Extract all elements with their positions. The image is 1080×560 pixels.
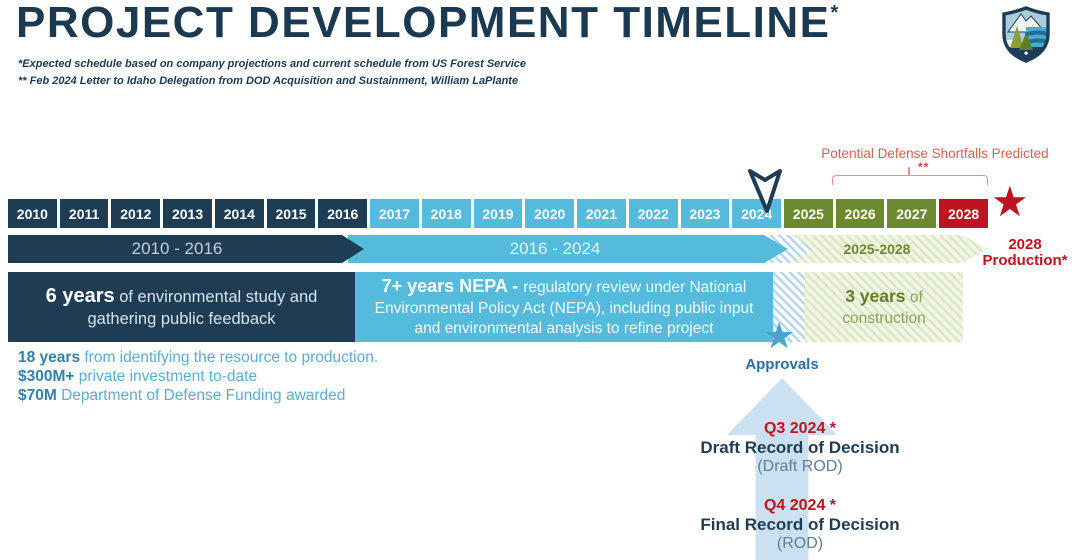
milestone-title: Draft Record of Decision	[700, 438, 900, 457]
year-cell-2028: 2028	[939, 199, 988, 228]
stat-line: $300M+ private investment to-date	[18, 368, 258, 385]
construction-years-bold: 3 years	[845, 286, 906, 307]
milestone-sub: (ROD)	[776, 535, 824, 552]
production-year: 2028	[1008, 236, 1042, 253]
year-cell-2010: 2010	[8, 199, 57, 228]
milestone-sub: (Draft ROD)	[757, 458, 843, 475]
nepa-years-bold: 7+ years NEPA -	[381, 276, 524, 297]
year-cell-2027: 2027	[887, 199, 937, 228]
title-asterisk: *	[830, 2, 840, 24]
nepa-text: regulatory review under National Environ…	[374, 279, 754, 337]
band-2010-2016: 2010 - 2016	[8, 235, 364, 263]
hatched-transition-block	[773, 272, 805, 342]
page-title-text: PROJECT DEVELOPMENT TIMELINE	[16, 0, 831, 47]
band-2025-2028-label: 2025-2028	[843, 241, 911, 257]
production-star-icon: ★	[991, 178, 1029, 225]
construction-text: of construction	[842, 289, 926, 327]
shortfalls-bracket	[832, 175, 988, 185]
year-cell-2022: 2022	[628, 199, 678, 228]
nepa-review-block: 7+ years NEPA - regulatory review under …	[355, 272, 773, 342]
year-cell-2012: 2012	[111, 199, 161, 228]
milestone: Q3 2024 * Draft Record of Decision (Draft …	[688, 419, 912, 476]
band-2016-2024-label: 2016 - 2024	[509, 239, 601, 258]
stat-line: 18 years from identifying the resource t…	[18, 349, 379, 366]
approvals-label: Approvals	[745, 356, 819, 373]
milestone: Q4 2024 * Final Record of Decision (ROD)	[688, 496, 912, 553]
band-2016-2024: 2016 - 2024	[348, 235, 788, 263]
year-cell-2016: 2016	[318, 199, 368, 228]
footnote-2: ** Feb 2024 Letter to Idaho Delegation f…	[18, 74, 519, 87]
year-cell-2019: 2019	[473, 199, 523, 228]
stats-list: 18 years from identifying the resource t…	[18, 348, 378, 405]
study-years-bold: 6 years	[45, 285, 115, 308]
environmental-study-block: 6 years of environmental study and gathe…	[8, 272, 355, 342]
year-cell-2014: 2014	[214, 199, 264, 228]
year-cell-2026: 2026	[835, 199, 885, 228]
study-text: of environmental study and gathering pub…	[87, 288, 318, 329]
shortfalls-bracket-tick	[908, 167, 910, 176]
stat-line: $70M Department of Defense Funding award…	[18, 387, 346, 404]
footnotes: *Expected schedule based on company proj…	[18, 56, 526, 89]
production-label: 2028 Production*	[971, 237, 1079, 269]
shortfalls-callout-label: Potential Defense Shortfalls Predicted	[821, 146, 1049, 161]
year-cell-2013: 2013	[163, 199, 212, 228]
band-2025-2028: 2025-2028	[788, 235, 988, 263]
page-title: PROJECT DEVELOPMENT TIMELINE*	[16, 0, 840, 48]
milestone-date: Q3 2024 *	[763, 420, 837, 437]
year-cell-2011: 2011	[59, 199, 109, 228]
band-2010-2016-label: 2010 - 2016	[131, 239, 223, 258]
year-cell-2025: 2025	[784, 199, 833, 228]
year-cell-2018: 2018	[421, 199, 471, 228]
chevron-down-marker-icon	[746, 167, 784, 217]
year-cell-2023: 2023	[680, 199, 730, 228]
footnote-1: *Expected schedule based on company proj…	[18, 58, 526, 70]
milestone-title: Final Record of Decision	[700, 515, 900, 534]
year-cell-2020: 2020	[525, 199, 575, 228]
construction-block: 3 years of construction	[805, 272, 963, 342]
timeline-years-row: 2010 2011 2012 2013 2014 2015 2016 2017 2018 2019…	[8, 199, 988, 228]
year-cell-2021: 2021	[577, 199, 626, 228]
shortfalls-asterisks: **	[918, 160, 930, 174]
production-word: Production*	[982, 251, 1068, 269]
year-cell-2015: 2015	[266, 199, 316, 228]
approvals-star-icon: ★	[763, 315, 796, 356]
milestones-list: Q3 2024 * Draft Record of Decision (Draft …	[688, 419, 912, 553]
mountain-shield-logo-icon	[1001, 6, 1051, 63]
milestone-date: Q4 2024 *	[763, 497, 837, 514]
year-cell-2017: 2017	[370, 199, 419, 228]
